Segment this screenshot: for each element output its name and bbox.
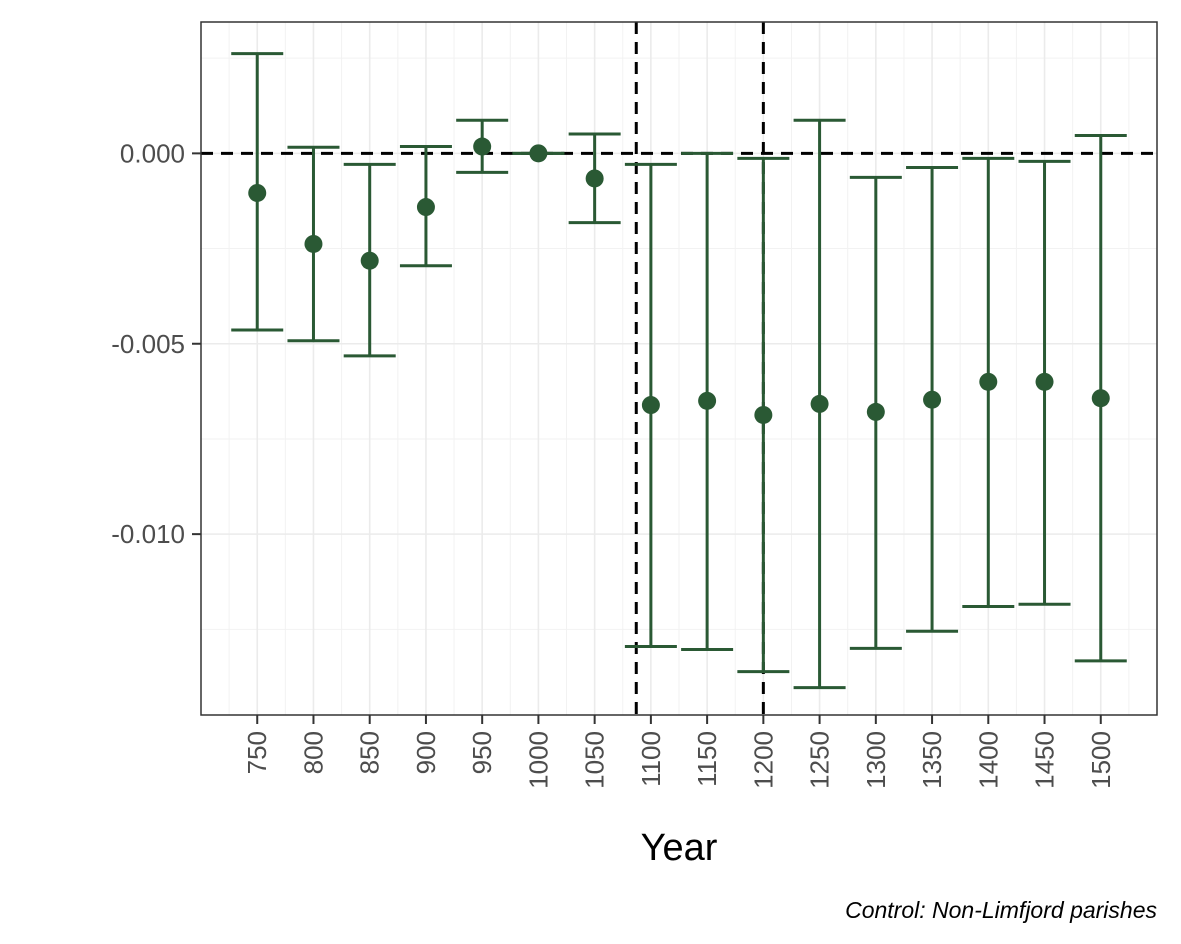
- y-tick-label: -0.010: [111, 519, 185, 549]
- axes: 750 800 850 900 950 1000 1050 1100 1150 1200 1250 1…: [111, 138, 1115, 788]
- x-tick-label: 1000: [523, 731, 553, 789]
- x-tick-label: 900: [411, 731, 441, 774]
- point-estimates: [248, 137, 1110, 424]
- point-estimate-1350: [923, 390, 942, 409]
- x-tick-label: 950: [467, 731, 497, 774]
- x-tick-label: 1250: [805, 731, 835, 789]
- point-estimate-1300: [866, 402, 885, 421]
- x-tick-label: 1350: [917, 731, 947, 789]
- chart-caption: Control: Non-Limfjord parishes: [845, 897, 1157, 923]
- point-estimate-1050: [585, 169, 604, 188]
- point-estimate-1150: [698, 391, 717, 410]
- point-estimate-1000: [529, 144, 548, 163]
- x-tick-label: 1050: [580, 731, 610, 789]
- point-estimate-1500: [1091, 389, 1110, 408]
- point-estimate-850: [360, 251, 379, 270]
- point-estimate-1200: [754, 405, 773, 424]
- x-tick-label: 1150: [692, 731, 722, 787]
- plot-panel-border: [200, 21, 1158, 716]
- x-tick-label: 850: [355, 731, 385, 774]
- point-estimate-1450: [1035, 372, 1054, 391]
- x-tick-label: 1500: [1086, 731, 1116, 789]
- x-tick-label: 1450: [1030, 731, 1060, 789]
- point-estimate-1400: [979, 372, 998, 391]
- point-estimate-800: [304, 234, 323, 253]
- point-estimate-1100: [641, 396, 660, 415]
- x-axis-title: Year: [641, 827, 718, 869]
- point-estimate-1250: [810, 394, 829, 413]
- point-estimate-750: [248, 183, 267, 202]
- y-tick-label: -0.005: [111, 329, 185, 359]
- point-estimate-950: [473, 137, 492, 156]
- x-tick-label: 750: [242, 731, 272, 774]
- x-tick-label: 1300: [861, 731, 891, 789]
- x-tick-label: 1100: [636, 731, 666, 787]
- y-tick-label: 0.000: [120, 138, 185, 168]
- point-estimate-900: [416, 198, 435, 217]
- x-tick-label: 800: [298, 731, 328, 774]
- x-tick-label: 1200: [748, 731, 778, 789]
- x-tick-label: 1400: [973, 731, 1003, 789]
